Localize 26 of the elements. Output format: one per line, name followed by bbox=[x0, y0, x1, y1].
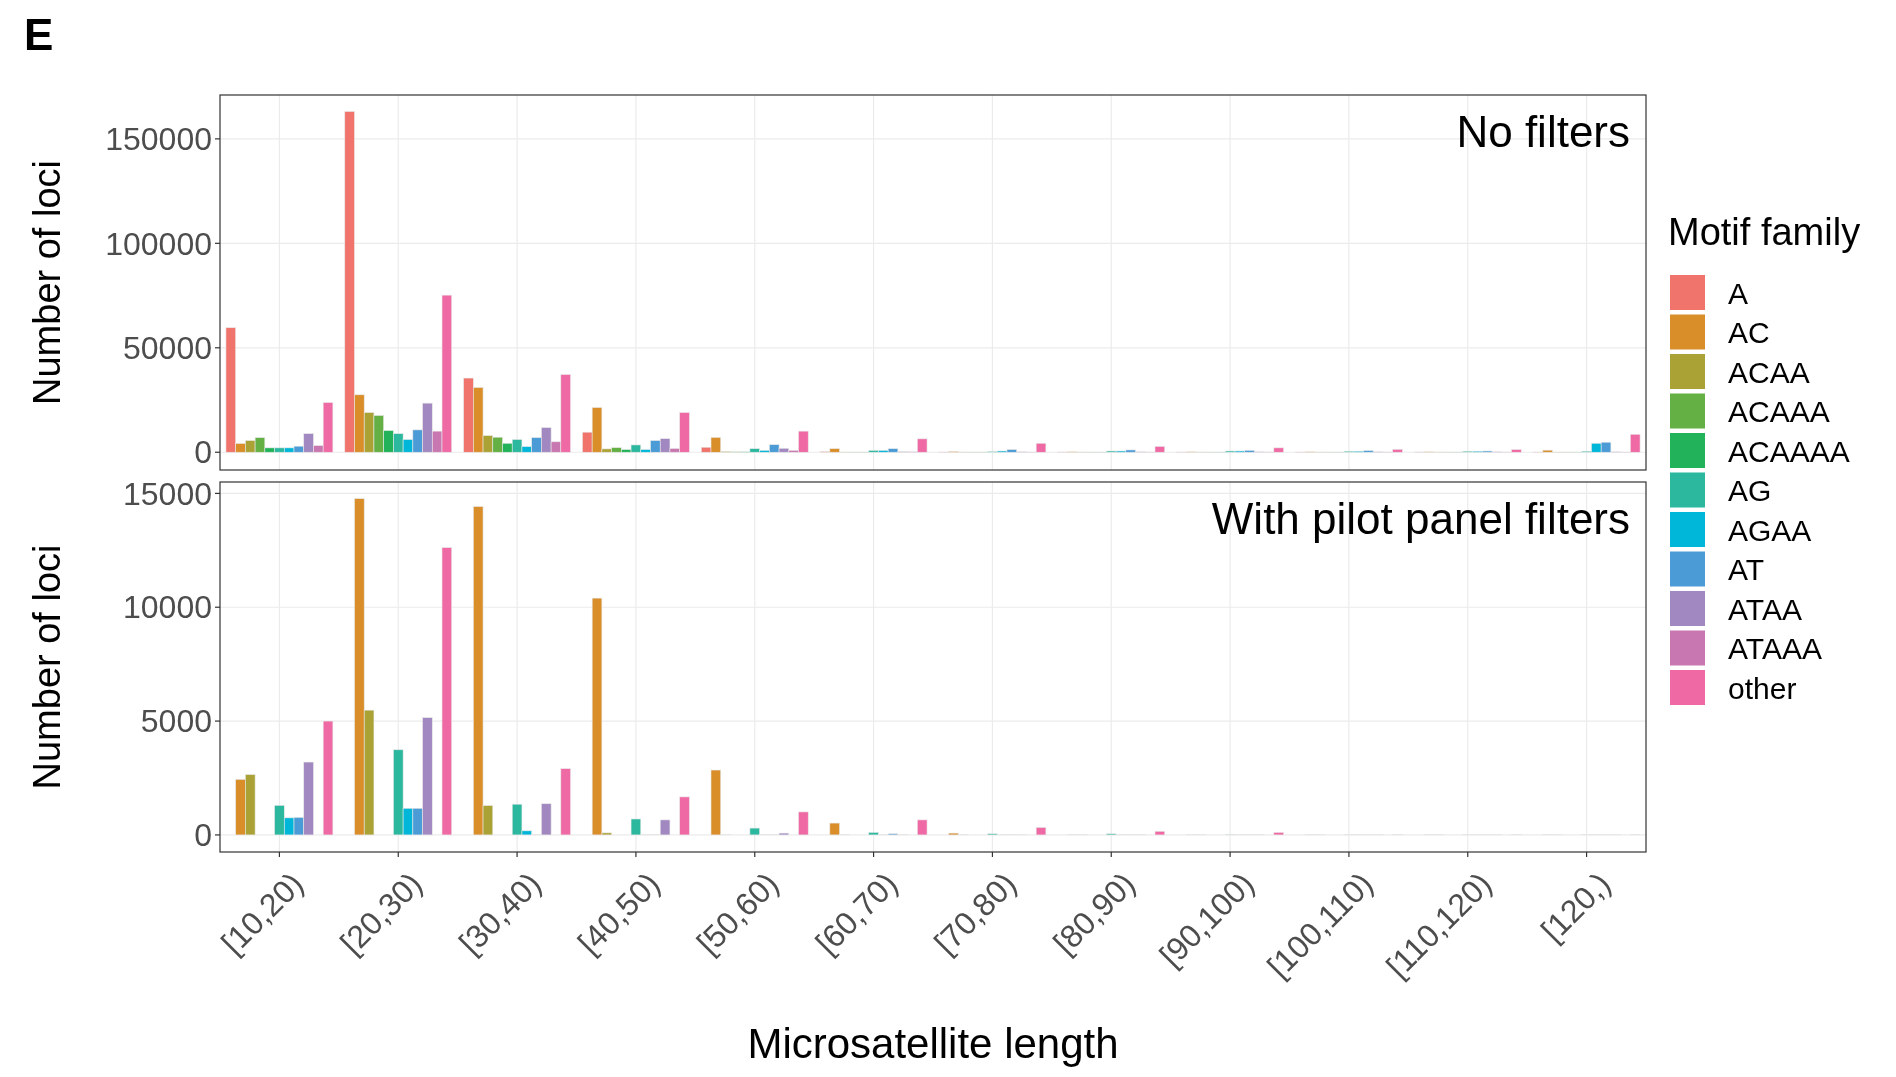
text: E bbox=[24, 10, 54, 59]
annotation: No filters bbox=[1456, 107, 1630, 156]
legend-label: ACAAA bbox=[1728, 395, 1830, 428]
legend-label: A bbox=[1728, 276, 1749, 310]
y-tick-label: 5000 bbox=[140, 703, 212, 740]
y-tick-label: 150000 bbox=[105, 121, 212, 158]
y-tick-label: 50000 bbox=[123, 329, 212, 366]
legend-label: AGAA bbox=[1728, 513, 1812, 547]
y-tick-label: 10000 bbox=[123, 589, 212, 626]
y-tick-label: 0 bbox=[194, 434, 212, 471]
y-tick-label: 15000 bbox=[123, 475, 212, 512]
legend-label: AC bbox=[1728, 316, 1770, 349]
y-axis-title: Number of loci bbox=[26, 160, 68, 405]
legend-label: ACAA bbox=[1728, 355, 1810, 389]
legend-label: ACAAAA bbox=[1728, 434, 1850, 468]
legend-label: AT bbox=[1728, 553, 1765, 586]
y-tick-label: 0 bbox=[194, 817, 212, 854]
legend-label: AG bbox=[1728, 474, 1772, 507]
legend-label: ATAA bbox=[1728, 592, 1802, 626]
annotation: With pilot panel filters bbox=[1211, 494, 1630, 543]
legend-title: Motif family bbox=[1668, 211, 1861, 253]
legend-label: ATAAA bbox=[1728, 632, 1822, 665]
y-tick-label: 100000 bbox=[105, 225, 212, 262]
y-axis-title: Number of loci bbox=[26, 544, 68, 790]
legend-label: other bbox=[1728, 671, 1797, 705]
x-axis-title: Microsatellite length bbox=[747, 1020, 1119, 1067]
